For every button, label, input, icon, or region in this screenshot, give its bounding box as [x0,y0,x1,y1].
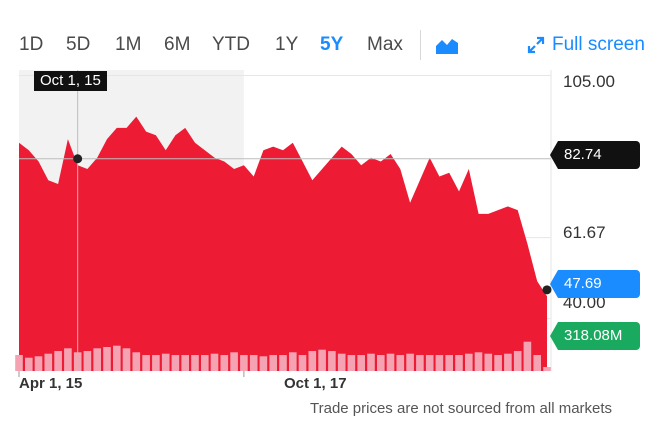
expand-arrows-icon [527,36,545,54]
volume-bar [93,348,101,371]
disclaimer-text: Trade prices are not sourced from all ma… [310,400,613,417]
volume-bar [455,355,463,371]
volume-bar [308,351,317,371]
x-tick-label-oct-17: Oct 1, 17 [284,375,347,392]
range-max-button[interactable]: Max [367,34,403,55]
volume-bar [318,349,326,371]
volume-bar [64,348,72,371]
volume-bar [435,355,444,371]
range-6m-button[interactable]: 6M [164,34,191,55]
range-5y-button[interactable]: 5Y [320,34,344,55]
volume-bar [161,353,170,371]
volume-bar [259,356,268,371]
toolbar-divider [420,30,421,60]
volume-bar [44,353,53,371]
volume-bar [152,355,160,371]
volume-bar [406,353,414,371]
volume-bar [142,355,150,371]
volume-bar [465,353,473,371]
volume-bar [425,355,434,371]
volume-bar [543,367,551,371]
volume-bar [25,357,33,371]
volume-bar [523,341,532,371]
range-1d-button[interactable]: 1D [19,34,44,55]
volume-bar [367,353,375,371]
crosshair-date-tooltip: Oct 1, 15 [34,71,107,91]
volume-bar [386,353,395,371]
y-tick-label-105: 105.00 [563,72,615,91]
range-1y-button[interactable]: 1Y [275,34,299,55]
volume-bar [337,353,346,371]
volume-bar [513,351,522,371]
volume-bar [240,355,248,371]
range-ytd-button[interactable]: YTD [212,34,250,55]
volume-bar [357,355,365,371]
volume-bar [377,355,385,371]
volume-bar [289,352,297,371]
fullscreen-label: Full screen [552,34,645,55]
volume-bar [328,351,336,371]
volume-bar [181,355,189,371]
volume-bar [416,355,424,371]
volume-bar [54,351,62,371]
crosshair-price-tag: 82.74 [550,141,640,169]
volume-bar [230,352,238,371]
volume-tag: 318.08M [550,322,640,350]
area-chart-icon[interactable] [434,34,460,56]
volume-bar [347,355,356,371]
price-area [19,116,547,371]
volume-bar [132,352,141,371]
volume-bar [122,348,131,371]
range-5d-button[interactable]: 5D [66,34,91,55]
volume-bar [279,355,287,371]
range-1m-button[interactable]: 1M [115,34,142,55]
volume-bar [201,355,209,371]
volume-bar [34,356,43,371]
volume-bar [474,352,483,371]
volume-bar [445,355,453,371]
current-price-tag: 47.69 [550,270,640,298]
volume-bar [298,355,307,371]
volume-bar [504,353,512,371]
price-chart[interactable] [0,60,669,441]
chart-toolbar: 1D 5D 1M 6M YTD 1Y 5Y Max Full screen [0,0,669,70]
x-tick-label-apr-15: Apr 1, 15 [19,375,83,392]
volume-bar [484,353,493,371]
volume-bar [191,355,199,371]
volume-bar [249,355,258,371]
current-price-dot [542,285,552,295]
volume-bar [396,355,405,371]
volume-bar [83,351,92,371]
volume-bar [113,345,121,371]
crosshair-dot [73,154,83,164]
volume-bar [103,347,111,371]
volume-bar [494,355,502,371]
y-tick-label-61: 61.67 [563,223,606,242]
volume-bar [171,355,180,371]
volume-bar [210,353,219,371]
volume-bar [220,355,229,371]
volume-bar [15,355,23,371]
volume-bar [533,355,541,371]
volume-bar [269,355,277,371]
